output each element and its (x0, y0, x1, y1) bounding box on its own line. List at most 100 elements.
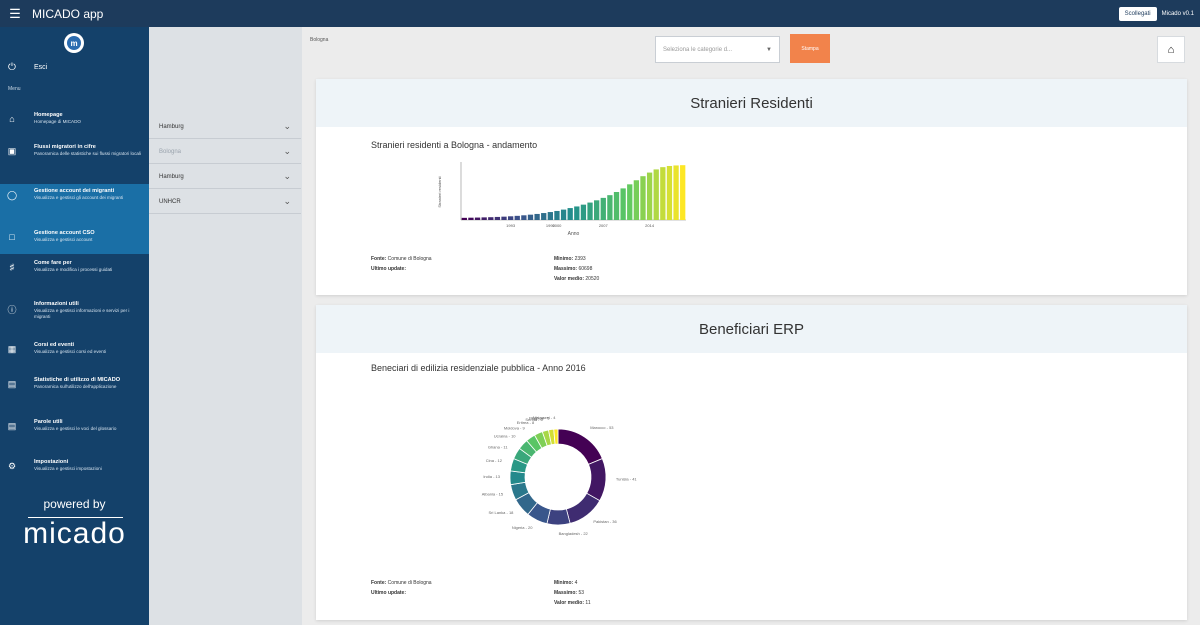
chart-bar (574, 206, 580, 220)
card-header: Beneficiari ERP (316, 305, 1187, 353)
power-icon: ⏻ (8, 61, 16, 73)
category-select-placeholder: Seleziona le categorie d... (663, 46, 733, 53)
donut-slice (526, 434, 543, 453)
stat-min: Minimo: 4 (554, 580, 578, 586)
city-item-unhcr[interactable]: UNHCR ⌄ (149, 190, 301, 214)
home-icon: ⌂ (9, 114, 15, 124)
sidebar-item-gestione-cso[interactable]: □ Gestione account CSO Visualizza e gesti… (0, 226, 149, 254)
slice-label: Filippine - 5 (529, 416, 550, 421)
chart-bar (474, 217, 481, 220)
donut-slice (541, 429, 552, 447)
donut-slice (557, 428, 603, 465)
x-tick-label: 1993 (506, 223, 516, 228)
top-bar: ☰ MICADO app Scollegati Micado v0.1 (0, 0, 1200, 27)
city-list-panel (149, 27, 302, 625)
slice-label: Sri Lanka - 18 (489, 510, 515, 515)
sidebar-item-flussi[interactable]: ▣ Flussi migratori in cifre Panoramica de… (0, 140, 149, 184)
sidebar-item-informazioni[interactable]: ⓘ Informazioni utili Visualizza e gestisc… (0, 297, 149, 337)
sidebar-item-homepage[interactable]: ⌂ Homepage Homepage di MICADO (0, 108, 149, 148)
chevron-down-icon: ⌄ (283, 146, 291, 156)
x-tick-label: 2007 (599, 223, 609, 228)
category-select[interactable]: Seleziona le categorie d... ▼ (655, 36, 780, 63)
slice-label: Albania - 15 (482, 492, 504, 497)
bar-chart-icon: ▤ (7, 379, 17, 389)
donut-slice (533, 431, 548, 449)
chart-bar (547, 212, 553, 220)
stat-fonte: Fonte: Comune di Bologna (371, 580, 432, 586)
donut-slice (553, 428, 559, 445)
chart-title: Stranieri residenti a Bologna - andament… (371, 140, 538, 150)
city-item-bologna[interactable]: Bologna ⌄ (149, 140, 301, 164)
stat-avg: Valor medio: 20520 (554, 276, 600, 282)
x-tick-label: 2000 (553, 223, 563, 228)
chevron-down-icon: ⌄ (283, 196, 291, 206)
slice-label: Pakistan - 36 (593, 519, 617, 524)
logout-button[interactable]: Scollegati (1118, 6, 1157, 21)
y-axis-label: Stranieri residenti (437, 176, 442, 207)
chart-bar (666, 165, 673, 220)
card-header: Stranieri Residenti (316, 79, 1187, 127)
sidebar: m ⏻ Esci Menu ⌂ Homepage Homepage di MICA… (0, 27, 149, 625)
chart-bar (541, 213, 547, 220)
donut-slice (518, 440, 538, 458)
slice-label: Moldova - 9 (504, 425, 526, 430)
chart-box-icon: ▣ (7, 146, 17, 156)
powered-by-label: powered by (43, 497, 106, 511)
slice-label: Serbia - 6 (525, 417, 543, 422)
sidebar-item-corsi[interactable]: ▦ Corsi ed eventi Visualizza e gestisci c… (0, 338, 149, 372)
chart-bar (587, 202, 593, 220)
stat-min: Minimo: 2393 (554, 256, 586, 262)
slice-label: Nigeria - 20 (512, 525, 533, 530)
chart-bar (521, 215, 527, 220)
signpost-icon: ♯ (9, 262, 15, 272)
x-axis-label: Anno (568, 231, 580, 237)
card-stranieri-residenti: Stranieri Residenti Stranieri residenti … (316, 79, 1187, 295)
chart-bar (534, 213, 540, 220)
chevron-down-icon: ⌄ (283, 121, 291, 131)
chart-bar (527, 214, 534, 220)
donut-slice (513, 447, 533, 465)
card-beneficiari-erp: Beneficiari ERP Beneciari di edilizia re… (316, 305, 1187, 620)
chevron-down-icon: ⌄ (283, 171, 291, 181)
exit-item[interactable]: ⏻ Esci (0, 57, 149, 77)
print-button[interactable]: Stampa (790, 34, 830, 63)
menu-caption: Menu (8, 86, 21, 92)
chart-bar (653, 169, 659, 220)
stat-max: Massimo: 53 (554, 590, 585, 596)
info-icon: ⓘ (7, 305, 17, 315)
slice-label: Ucraina - 10 (494, 433, 517, 438)
chart-bar (633, 180, 640, 220)
sidebar-item-gestione-migranti[interactable]: ◯ Gestione account dei migranti Visualizz… (0, 184, 149, 226)
dropdown-arrow-icon: ▼ (766, 46, 772, 53)
chart-bar (494, 216, 501, 220)
x-tick-label: 2014 (645, 223, 655, 228)
micado-brand-logo: micado (23, 517, 126, 550)
slice-label: India - 13 (483, 474, 500, 479)
donut-slice (546, 508, 571, 526)
sidebar-item-statistiche[interactable]: ▤ Statistiche di utilizzo di MICADO Panor… (0, 373, 149, 413)
globe-icon: ◯ (6, 190, 18, 200)
trash-icon: □ (9, 232, 15, 242)
stat-update: Ultimo update: (371, 266, 406, 272)
chart-bar (580, 204, 587, 220)
chart-bar (554, 210, 560, 220)
chart-bar (488, 217, 494, 220)
sidebar-item-come-fare[interactable]: ♯ Come fare per Visualizza e modifica i p… (0, 256, 149, 296)
home-button[interactable]: ⌂ (1157, 36, 1185, 63)
chart-bar (507, 216, 514, 220)
hamburger-icon[interactable]: ☰ (9, 5, 21, 21)
stat-max: Massimo: 60698 (554, 266, 593, 272)
city-item-hamburg[interactable]: Hamburg ⌄ (149, 115, 301, 139)
slice-label: Eritrea - 8 (517, 420, 535, 425)
donut-slice (586, 458, 607, 502)
chart-bar (673, 165, 679, 220)
city-item-hamburg-2[interactable]: Hamburg ⌄ (149, 165, 301, 189)
slice-label: Altri paesi - 4 (532, 415, 556, 420)
chart-bar (640, 176, 646, 220)
chart-bar (646, 172, 653, 220)
sidebar-item-impostazioni[interactable]: ⚙ Impostazioni Visualizza e gestisci impo… (0, 455, 149, 485)
chart-bar (514, 215, 520, 220)
chart-bar (613, 192, 620, 220)
chart-bar (560, 209, 567, 220)
sidebar-item-parole[interactable]: ▤ Parole utili Visualizza e gestisci le v… (0, 415, 149, 453)
